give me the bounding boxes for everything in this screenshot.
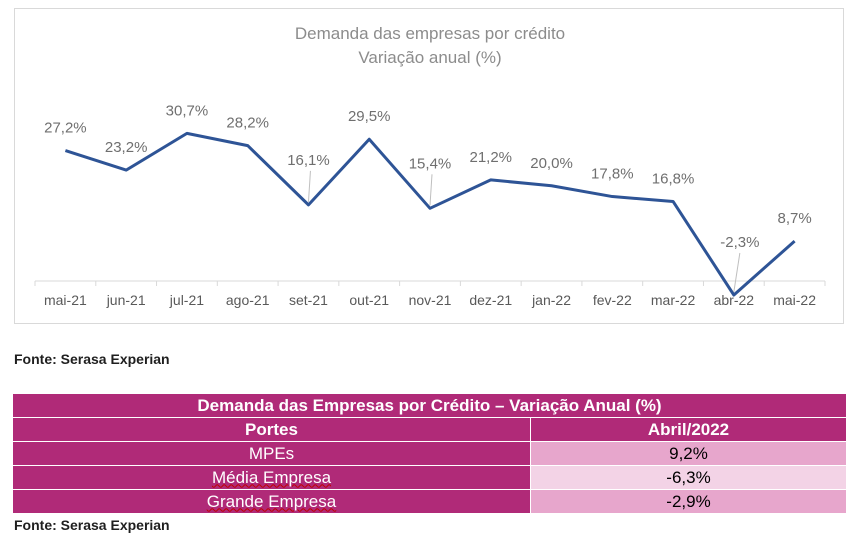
data-label: 20,0% — [530, 155, 573, 172]
x-tick-label: nov-21 — [409, 292, 452, 308]
table-source: Fonte: Serasa Experian — [14, 517, 170, 533]
table-row: Média Empresa -6,3% — [12, 465, 848, 490]
data-label: 8,7% — [778, 210, 812, 227]
x-tick-label: mai-22 — [773, 292, 816, 308]
data-label: 23,2% — [105, 139, 148, 156]
x-tick-label: mar-22 — [651, 292, 696, 308]
data-label: 17,8% — [591, 166, 634, 183]
series-line — [64, 131, 796, 297]
chart-title-line1: Demanda das empresas por crédito — [294, 24, 566, 43]
data-label: 21,2% — [469, 149, 512, 166]
x-tick-label: out-21 — [349, 292, 389, 308]
data-label: 16,1% — [287, 152, 330, 169]
data-label: -2,3% — [720, 234, 759, 251]
chart-container: Demanda das empresas por crédito Variaçã… — [14, 8, 844, 324]
x-tick-label: mai-21 — [44, 292, 87, 308]
data-label: 30,7% — [166, 102, 209, 119]
row-value-media-empresa: -6,3% — [529, 465, 848, 490]
x-tick-label: set-21 — [289, 292, 328, 308]
data-label: 27,2% — [44, 120, 87, 137]
x-tick-label: jul-21 — [169, 292, 204, 308]
data-label: 28,2% — [226, 115, 269, 132]
x-tick-label: ago-21 — [226, 292, 270, 308]
x-tick-label: abr-22 — [714, 292, 755, 308]
table-header-portes: Portes — [12, 417, 531, 442]
data-label: 29,5% — [348, 108, 391, 125]
row-label-mpes: MPEs — [12, 441, 531, 466]
table-row: Grande Empresa -2,9% — [12, 489, 848, 514]
x-tick-label: fev-22 — [593, 292, 632, 308]
row-label-grande-empresa: Grande Empresa — [206, 491, 337, 511]
data-label-leader — [307, 170, 311, 202]
chart-source: Fonte: Serasa Experian — [14, 351, 170, 367]
table-header-period: Abril/2022 — [529, 417, 848, 442]
chart-title-line2: Variação anual (%) — [358, 48, 502, 67]
data-label: 16,8% — [652, 170, 695, 187]
x-tick-label: jun-21 — [106, 292, 146, 308]
data-table: Demanda das Empresas por Crédito – Varia… — [11, 393, 848, 514]
x-tick-label: dez-21 — [469, 292, 512, 308]
row-label-media-empresa: Média Empresa — [211, 467, 332, 487]
data-label: 15,4% — [409, 155, 452, 172]
table-title: Demanda das Empresas por Crédito – Varia… — [11, 393, 848, 418]
row-value-grande-empresa: -2,9% — [529, 489, 848, 514]
row-value-mpes: 9,2% — [529, 441, 848, 466]
x-tick-label: jan-22 — [531, 292, 571, 308]
table-row: MPEs 9,2% — [12, 441, 848, 466]
line-chart: mai-21 jun-21 jul-21 ago-21 set-21 out-21 nov-… — [34, 102, 826, 308]
data-label-leader — [733, 252, 741, 293]
data-label-leader — [429, 174, 433, 206]
